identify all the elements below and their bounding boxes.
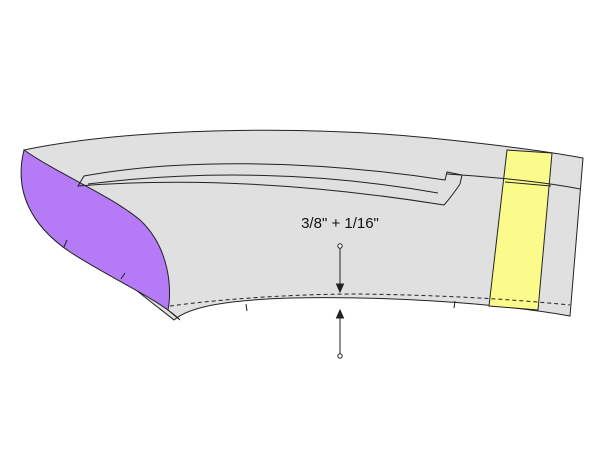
measurement-indicator	[335, 243, 345, 359]
seam-allowance-label: 3/8" + 1/16"	[301, 215, 379, 232]
seam-allowance-dashed-line	[169, 293, 571, 307]
bottom-edge-notches	[245, 300, 456, 312]
inner-pocket-outline	[77, 163, 463, 206]
purple-edge-notches	[63, 239, 126, 280]
purple-panel	[20, 149, 181, 321]
inner-pocket-inner-line	[87, 174, 439, 194]
yellow-band	[488, 149, 553, 311]
